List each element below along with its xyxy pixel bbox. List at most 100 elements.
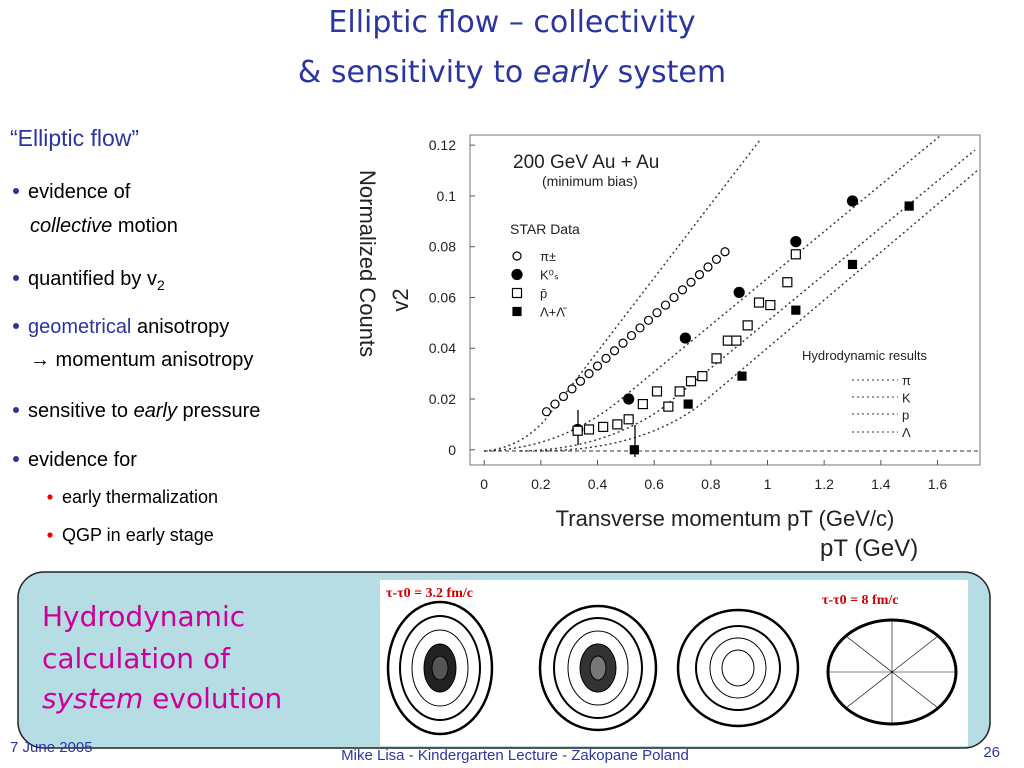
y-tick-label: 0.08 [429, 239, 456, 255]
bullet: geometrical anisotropy [28, 316, 229, 338]
marker [541, 407, 552, 417]
marker [791, 305, 801, 315]
marker [703, 262, 713, 272]
bullet-part: motion [118, 215, 178, 237]
ghost-text: Normalized Counts [355, 170, 380, 357]
y-tick-label: 0.02 [429, 391, 456, 407]
bullet-dots [13, 188, 19, 462]
marker [697, 371, 708, 382]
heading: “Elliptic flow” [10, 125, 139, 151]
legend-marker [512, 306, 522, 317]
marker [567, 384, 577, 394]
y-tick-label: 0 [448, 442, 456, 458]
marker [711, 254, 722, 264]
marker [904, 201, 914, 211]
x-tick-label: 0.4 [588, 476, 608, 492]
box-line: system evolution [42, 682, 282, 715]
image-label: τ-τ0 = 3.2 fm/c [386, 586, 473, 601]
marker [711, 353, 722, 364]
legend-label: Λ+Λ̄ [540, 305, 567, 320]
marker [737, 371, 747, 381]
bullet: → momentum anisotropy [30, 349, 253, 371]
legend-label: p̄ [540, 286, 547, 301]
footer: 7 June 2005 Mike Lisa - Kindergarten Lec… [10, 739, 1000, 764]
sub-bullet: QGP in early stage [62, 525, 214, 545]
title: Elliptic flow – collectivity [328, 5, 695, 40]
annotation-title: Hydrodynamic results [802, 348, 927, 363]
x-axis-label: Transverse momentum pT (GeV/c) [556, 506, 895, 531]
marker [694, 270, 705, 280]
marker [674, 386, 685, 397]
bullet-part: collective [30, 215, 112, 237]
x-tick-label: 1.4 [871, 476, 891, 492]
y-tick-label: 0.06 [429, 289, 456, 305]
annotation-item: Λ [902, 425, 911, 440]
marker [643, 315, 654, 325]
title-line: Elliptic flow – collectivity [328, 5, 695, 40]
box-part: system [42, 682, 143, 715]
bullet: sensitive to early pressure [28, 400, 260, 422]
marker [846, 195, 859, 207]
sub-bullet-dots [47, 494, 53, 538]
bullet-part: pressure [183, 400, 261, 422]
marker [731, 335, 742, 346]
chart-bg [392, 128, 984, 533]
marker [652, 308, 662, 318]
y-tick-label: 0.1 [437, 188, 457, 204]
marker [612, 419, 623, 430]
marker [558, 391, 569, 402]
marker [677, 285, 688, 295]
bullet: collective motion [30, 215, 178, 237]
evolution-image [380, 580, 968, 746]
bullet: evidence of [28, 181, 131, 203]
title-part: early [533, 55, 610, 90]
x-tick-label: 1.6 [928, 476, 948, 492]
ghost-text: pT (GeV) [820, 535, 918, 562]
annotation-item: p [902, 408, 909, 423]
marker [572, 425, 583, 436]
chart-subtitle: (minimum bias) [542, 173, 638, 189]
marker [663, 401, 674, 412]
bullet-part: anisotropy [137, 316, 229, 338]
y-tick-label: 0.12 [429, 137, 456, 153]
marker [550, 399, 560, 409]
marker [575, 376, 586, 386]
marker [592, 361, 603, 371]
marker [623, 393, 635, 405]
box-line: Hydrodynamic [42, 600, 245, 633]
subscript: 2 [157, 277, 165, 293]
y-tick-label: 0.04 [429, 340, 456, 356]
x-tick-label: 0 [480, 476, 488, 492]
bullet: evidence for [28, 449, 137, 471]
legend-label: π± [540, 249, 556, 264]
marker [679, 332, 691, 344]
marker [765, 299, 776, 311]
bullet-part: early [134, 400, 178, 422]
marker [753, 297, 765, 308]
marker [609, 346, 620, 356]
footer-date: 7 June 2005 [10, 739, 93, 756]
footer-center: Mike Lisa - Kindergarten Lecture - Zakop… [341, 747, 689, 764]
legend-marker [511, 268, 523, 281]
marker [722, 335, 733, 346]
chart-title: 200 GeV Au + Au [513, 152, 659, 173]
marker [635, 323, 645, 333]
box-text: Hydrodynamic calculation of system evolu… [42, 600, 282, 715]
marker [733, 286, 745, 298]
box-part: evolution [152, 682, 282, 715]
x-tick-label: 0.2 [531, 476, 551, 492]
marker [651, 386, 663, 397]
x-tick-label: 0.8 [701, 476, 721, 492]
bullet-part: geometrical [28, 316, 131, 338]
marker [685, 376, 697, 387]
marker [629, 445, 639, 455]
plot-frame [469, 134, 981, 466]
x-tick-label: 1.2 [814, 476, 834, 492]
y-axis-label: v2 [388, 288, 413, 311]
annotation-item: π [902, 373, 911, 388]
sub-bullet: early thermalization [62, 487, 218, 507]
legend-label: K⁰ₛ [540, 268, 559, 283]
box-line: calculation of [42, 642, 231, 675]
title: & sensitivity to early system [298, 55, 726, 90]
bullet: quantified by v2 [28, 268, 165, 293]
